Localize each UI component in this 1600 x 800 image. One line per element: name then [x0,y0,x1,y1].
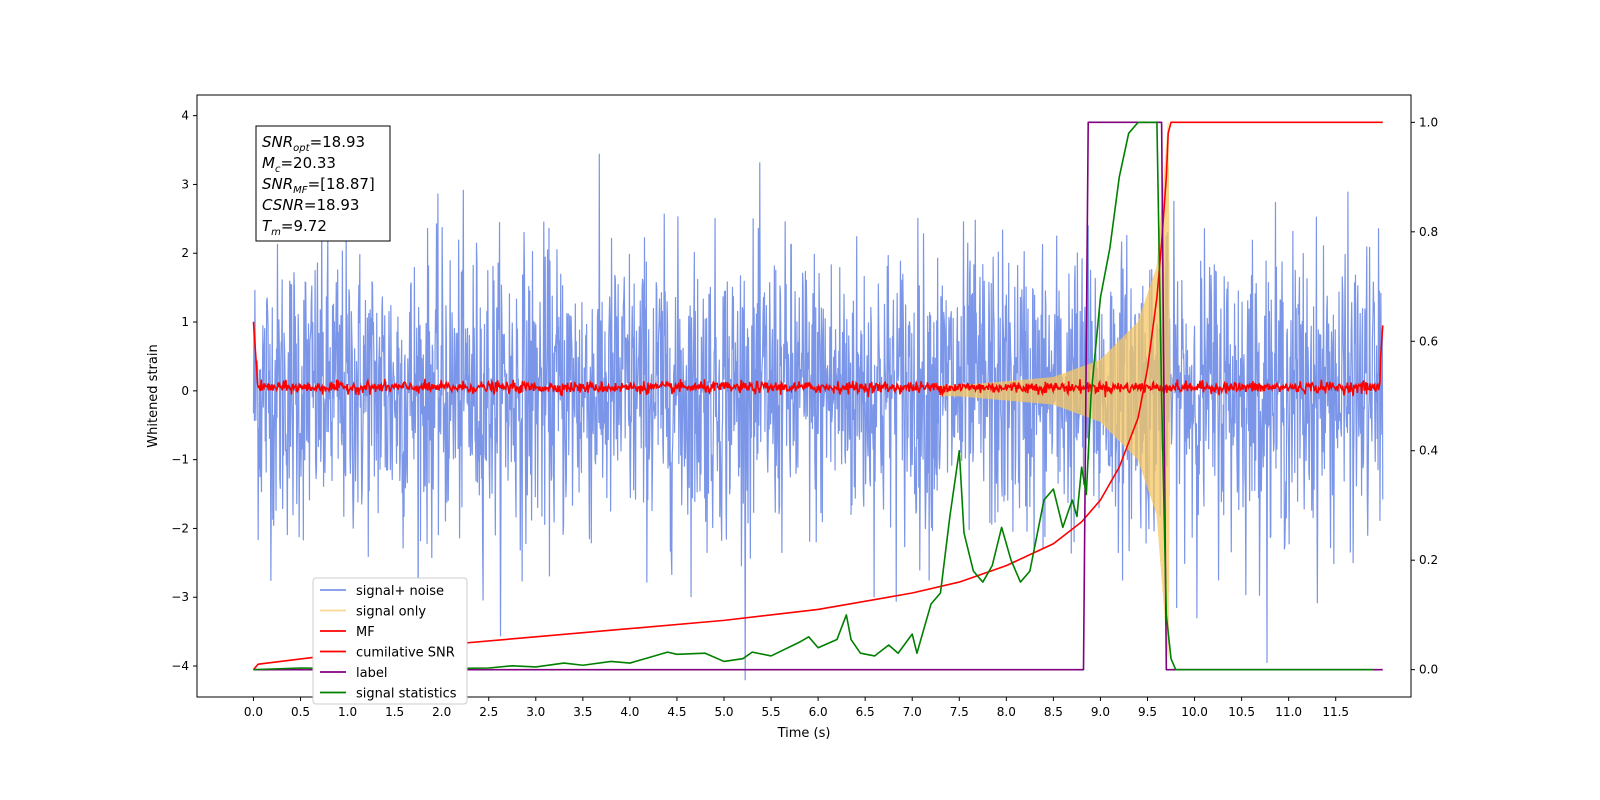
signal-noise-line [252,153,1384,681]
annotation-line: SNRMF=[18.87] [262,175,375,196]
x-tick-label: 4.5 [667,705,686,719]
x-tick-label: 8.5 [1044,705,1063,719]
x-tick-label: 1.5 [385,705,404,719]
series-right-axis [252,121,1383,671]
annotation-line: CSNR=18.93 [262,196,359,214]
snr-annotation-box: SNRopt=18.93Mc=20.33SNRMF=[18.87]CSNR=18… [255,125,391,242]
x-tick-label: 0.0 [244,705,263,719]
y-left-tick-label: −4 [171,659,189,673]
legend: signal+ noise signal only MF cumilative SNR… [312,577,468,705]
x-axis-label: Time (s) [777,726,831,741]
legend-label: MF [356,625,375,640]
y-right-tick-label: 0.2 [1419,553,1438,567]
y-right-tick-label: 0.6 [1419,334,1438,348]
y-axis-label: Whitened strain [146,344,161,447]
x-tick-label: 2.5 [479,705,498,719]
x-tick-label: 9.0 [1091,705,1110,719]
y-left-tick-label: 0 [181,384,189,398]
y-left-tick-label: −3 [171,590,189,604]
legend-label: signal statistics [356,687,457,702]
x-tick-label: 5.5 [762,705,781,719]
x-tick-label: 11.5 [1322,705,1349,719]
y-left-tick-label: 3 [181,177,189,191]
x-tick-label: 6.5 [856,705,875,719]
x-tick-label: 4.0 [620,705,639,719]
legend-label: signal+ noise [356,584,444,599]
y-left-tick-label: −1 [171,453,189,467]
x-tick-label: 7.5 [950,705,969,719]
series-signal-noise [252,153,1384,681]
x-tick-label: 3.5 [573,705,592,719]
x-tick-label: 10.5 [1228,705,1255,719]
x-tick-label: 6.0 [809,705,828,719]
x-tick-label: 1.0 [338,705,357,719]
annotation-frame [255,125,391,242]
x-axis-ticks: 0.0 0.5 1.0 1.5 2.0 2.5 3.0 3.5 4.0 4.5 5.0 5.5 6.0 6… [244,697,1349,719]
legend-label: cumilative SNR [356,646,455,661]
legend-label: label [356,666,387,681]
signal-statistics-line [253,121,1374,671]
y-right-tick-label: 0.8 [1419,225,1438,239]
legend-label: signal only [356,605,426,620]
series-mf [252,321,1384,398]
y-left-tick-label: 2 [181,246,189,260]
x-tick-label: 10.0 [1181,705,1208,719]
y-left-tick-label: 4 [181,109,189,123]
y-axis-left-ticks: −4 −3 −2 −1 0 1 2 3 4 [171,109,197,673]
x-tick-label: 3.0 [526,705,545,719]
y-right-tick-label: 0.0 [1419,663,1438,677]
x-tick-label: 2.0 [432,705,451,719]
annotation-line: Mc=20.33 [262,154,336,175]
y-right-tick-label: 0.4 [1419,444,1438,458]
legend-frame [312,577,468,705]
x-tick-label: 8.0 [997,705,1016,719]
plot-area [252,121,1384,681]
y-axis-right-ticks: 0.0 0.2 0.4 0.6 0.8 1.0 [1411,115,1438,677]
y-left-tick-label: 1 [181,315,189,329]
x-tick-label: 9.5 [1138,705,1157,719]
annotation-line: SNRopt=18.93 [262,133,365,154]
y-right-tick-label: 1.0 [1419,115,1438,129]
x-tick-label: 5.0 [714,705,733,719]
y-left-tick-label: −2 [171,521,189,535]
mf-line [252,321,1384,398]
x-tick-label: 11.0 [1275,705,1302,719]
axes-frame [196,94,1412,698]
x-tick-label: 7.0 [903,705,922,719]
x-tick-label: 0.5 [291,705,310,719]
annotation-line: Tm=9.72 [262,217,327,238]
